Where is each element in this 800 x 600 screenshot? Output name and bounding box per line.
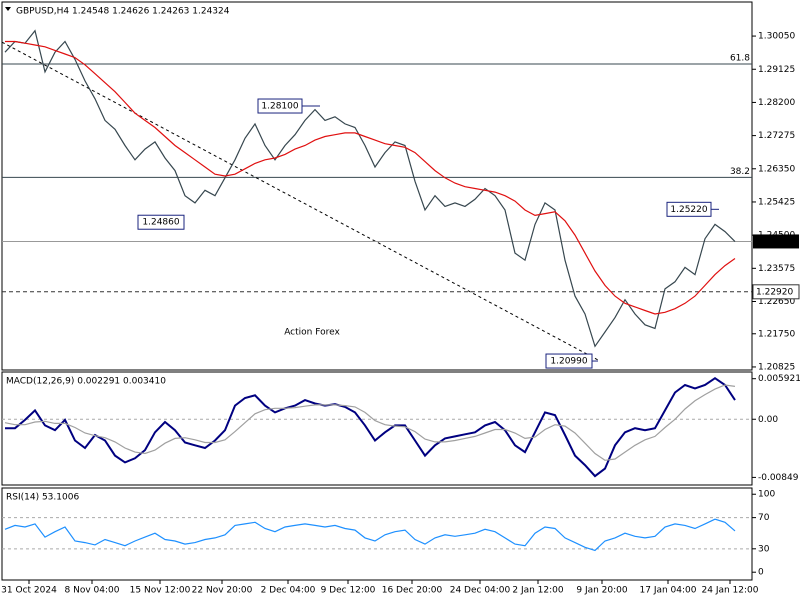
x-tick-label: 31 Oct 2024 (1, 586, 57, 596)
watermark: Action Forex (284, 328, 340, 338)
y-tick-label: 1.23575 (758, 264, 795, 274)
support-box (752, 284, 800, 300)
y-tick-label: 0.00 (758, 415, 778, 425)
annotation-box (257, 98, 303, 114)
y-tick-label: -0.00849 (758, 473, 799, 483)
panel-title: GBPUSD,H4 1.24548 1.24626 1.24263 1.2432… (16, 7, 230, 17)
x-tick-label: 24 Dec 04:00 (450, 586, 511, 596)
annotation-label: 1.20990 (550, 357, 587, 367)
annotation-box (545, 353, 593, 369)
y-tick-label: 0.005921 (758, 374, 800, 384)
annotation-box (666, 201, 712, 217)
y-tick-label: 1.22650 (758, 297, 795, 307)
fib-level-label: 61.8 (730, 54, 750, 64)
last-price-box (753, 234, 799, 249)
y-tick-label: 30 (758, 544, 770, 554)
panel-frame (1, 371, 753, 486)
trendline (1, 41, 601, 362)
annotation-box (137, 214, 185, 230)
y-tick-label: 1.20825 (758, 362, 795, 372)
panel-frame (1, 1, 753, 371)
series-line (4, 518, 736, 552)
x-tick-label: 16 Dec 20:00 (382, 586, 443, 596)
x-tick-label: 22 Nov 20:00 (192, 586, 253, 596)
y-tick-label: 1.21750 (758, 329, 795, 339)
series-line (5, 376, 736, 478)
x-tick-label: 9 Jan 20:00 (576, 586, 628, 596)
y-tick-label: 1.29125 (758, 65, 795, 75)
x-tick-label: 8 Nov 04:00 (65, 586, 120, 596)
last-price-label: 1.24324 (756, 237, 793, 247)
panel-title: RSI(14) 53.1006 (6, 493, 79, 503)
series-line (4, 384, 736, 461)
panel-frame (1, 487, 753, 581)
y-tick-label: 1.30050 (758, 32, 795, 42)
title-icon (5, 7, 11, 11)
annotation-label: 1.24860 (142, 218, 179, 228)
annotation-label: 1.28100 (261, 102, 298, 112)
y-tick-label: 1.26350 (758, 164, 795, 174)
x-tick-label: 17 Jan 04:00 (640, 586, 697, 596)
x-tick-label: 15 Nov 12:00 (130, 586, 191, 596)
series-line (4, 29, 736, 348)
annotation-label: 1.25220 (670, 205, 707, 215)
y-tick-label: 1.27275 (758, 131, 795, 141)
x-tick-label: 9 Dec 12:00 (321, 586, 376, 596)
x-tick-label: 24 Jan 12:00 (702, 586, 759, 596)
y-tick-label: 70 (758, 513, 770, 523)
y-tick-label: 0 (758, 568, 764, 578)
support-label: 1.22920 (756, 287, 793, 297)
y-tick-label: 100 (758, 490, 775, 500)
series-line (5, 40, 736, 315)
x-tick-label: 2 Jan 12:00 (512, 586, 564, 596)
fib-level-label: 38.2 (730, 167, 750, 177)
y-tick-label: 1.25425 (758, 197, 795, 207)
y-tick-label: 1.28200 (758, 98, 795, 108)
panel-title: MACD(12,26,9) 0.002291 0.003410 (6, 377, 166, 387)
x-tick-label: 2 Dec 04:00 (261, 586, 316, 596)
